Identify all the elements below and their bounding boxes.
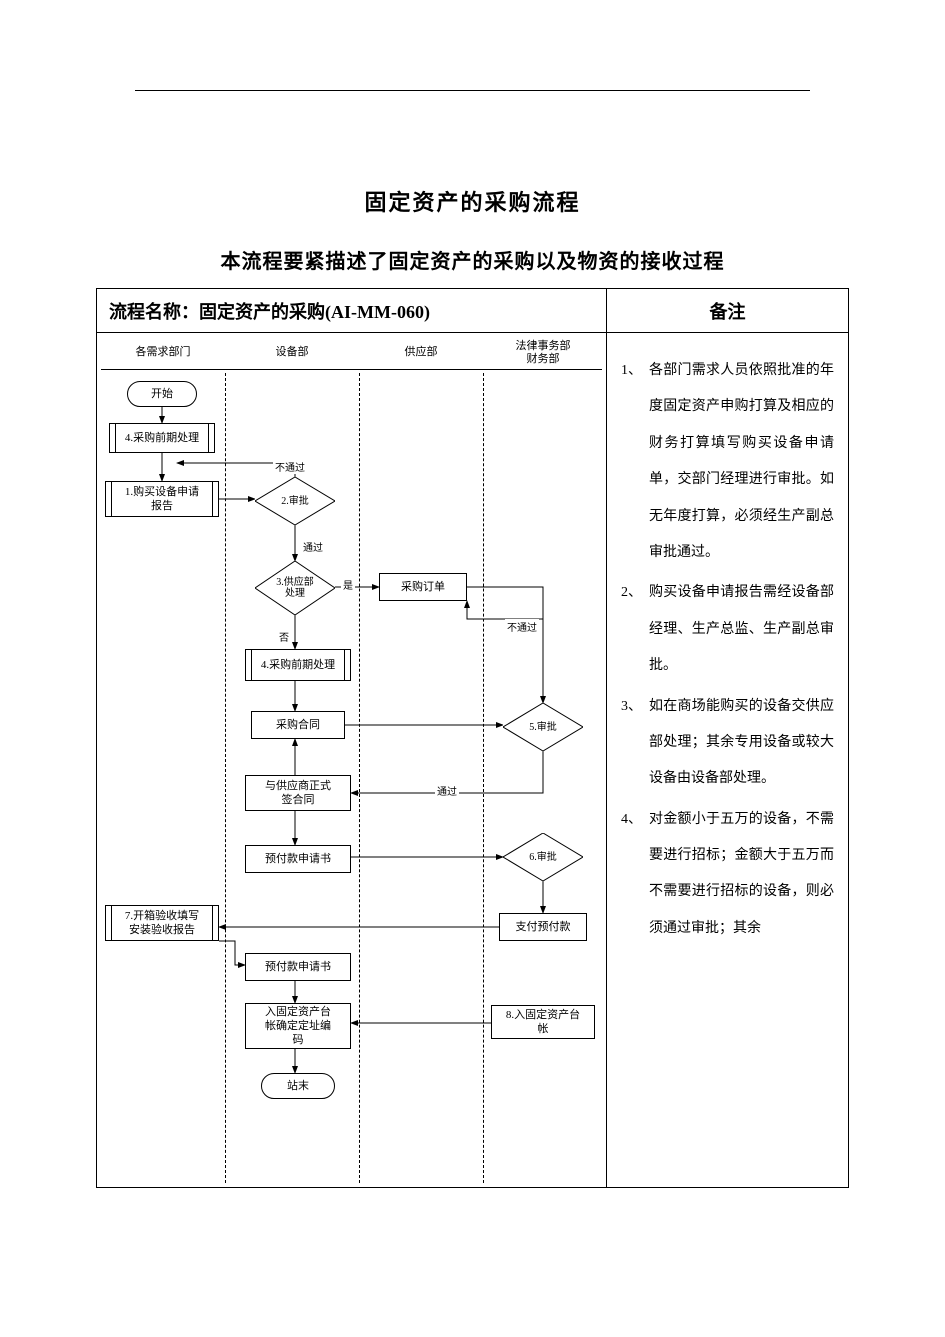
- node-end: 站末: [261, 1073, 335, 1099]
- lane-separator: [225, 373, 226, 1183]
- lane-header-divider: [101, 369, 602, 370]
- node-d3: 3.供应部处理: [255, 561, 335, 615]
- notes-header: 备注: [607, 289, 848, 332]
- note-number: 1、: [621, 353, 649, 571]
- node-prepay_req: 预付款申请书: [245, 845, 351, 873]
- note-number: 4、: [621, 802, 649, 948]
- note-item: 2、购买设备申请报告需经设备部经理、生产总监、生产副总审批。: [621, 575, 834, 684]
- note-text: 购买设备申请报告需经设备部经理、生产总监、生产副总审批。: [649, 575, 834, 684]
- node-contract: 采购合同: [251, 711, 345, 739]
- node-n4a_pre: 4.采购前期处理: [109, 423, 215, 453]
- page-subtitle: 本流程要紧描述了固定资产的采购以及物资的接收过程: [0, 245, 945, 274]
- node-n7: 7.开箱验收填写安装验收报告: [105, 905, 219, 941]
- edge-label: 是: [341, 577, 355, 592]
- process-name-value: 固定资产的采购(AI-MM-060): [199, 298, 430, 324]
- lane-header-lane3: 供应部: [359, 337, 483, 369]
- frame-header: 流程名称： 固定资产的采购(AI-MM-060) 备注: [97, 289, 848, 333]
- lane-header-lane2: 设备部: [225, 337, 359, 369]
- node-po: 采购订单: [379, 573, 467, 601]
- header-rule: [135, 90, 810, 91]
- lane-separator: [483, 373, 484, 1183]
- edge-label: 通过: [301, 539, 325, 554]
- edge-label: 通过: [435, 783, 459, 798]
- node-ledger_l: 入固定资产台帐确定定址编码: [245, 1003, 351, 1049]
- frame-body: 开始 4.采购前期处理 1.购买设备申请报告 2.审批 3.供应部处理 采购订单 4.采购前…: [97, 333, 848, 1187]
- note-text: 各部门需求人员依照批准的年度固定资产申购打算及相应的财务打算填写购买设备申请单，…: [649, 353, 834, 571]
- node-start: 开始: [127, 381, 197, 407]
- note-item: 1、各部门需求人员依照批准的年度固定资产申购打算及相应的财务打算填写购买设备申请…: [621, 353, 834, 571]
- lane-separator: [359, 373, 360, 1183]
- node-d5: 5.审批: [503, 703, 583, 751]
- lane-header-lane4: 法律事务部财务部: [483, 337, 603, 369]
- node-n4b_pre: 4.采购前期处理: [245, 649, 351, 681]
- page-title: 固定资产的采购流程: [0, 185, 945, 217]
- lane-header-lane1: 各需求部门: [101, 337, 225, 369]
- edge-po-d5: [467, 587, 543, 703]
- node-sign: 与供应商正式签合同: [245, 775, 351, 811]
- note-number: 3、: [621, 689, 649, 798]
- process-name-cell: 流程名称： 固定资产的采购(AI-MM-060): [97, 289, 607, 332]
- note-text: 对金额小于五万的设备，不需要进行招标；金额大于五万而不需要进行招标的设备，则必须…: [649, 802, 834, 948]
- process-name-label: 流程名称：: [109, 298, 199, 324]
- flow-frame: 流程名称： 固定资产的采购(AI-MM-060) 备注 开始 4.采购前期处理 1.…: [96, 288, 849, 1188]
- note-number: 2、: [621, 575, 649, 684]
- node-d2: 2.审批: [255, 477, 335, 525]
- notes-panel: 1、各部门需求人员依照批准的年度固定资产申购打算及相应的财务打算填写购买设备申请…: [607, 333, 848, 1187]
- node-pay: 支付预付款: [499, 913, 587, 941]
- node-prepay_req2: 预付款申请书: [245, 953, 351, 981]
- flowchart-panel: 开始 4.采购前期处理 1.购买设备申请报告 2.审批 3.供应部处理 采购订单 4.采购前…: [97, 333, 607, 1187]
- node-n1: 1.购买设备申请报告: [105, 481, 219, 517]
- node-d6: 6.审批: [503, 833, 583, 881]
- edge-label: 不通过: [273, 459, 307, 474]
- note-item: 3、如在商场能购买的设备交供应部处理；其余专用设备或较大设备由设备部处理。: [621, 689, 834, 798]
- edge-label: 否: [277, 629, 291, 644]
- note-text: 如在商场能购买的设备交供应部处理；其余专用设备或较大设备由设备部处理。: [649, 689, 834, 798]
- edge-n7-prepay_req2: [219, 941, 245, 965]
- note-item: 4、对金额小于五万的设备，不需要进行招标；金额大于五万而不需要进行招标的设备，则…: [621, 802, 834, 948]
- node-ledger_r: 8.入固定资产台帐: [491, 1005, 595, 1039]
- flow-edges: [97, 333, 607, 1187]
- edge-label: 不通过: [505, 619, 539, 634]
- edge-d5-po: [467, 601, 543, 703]
